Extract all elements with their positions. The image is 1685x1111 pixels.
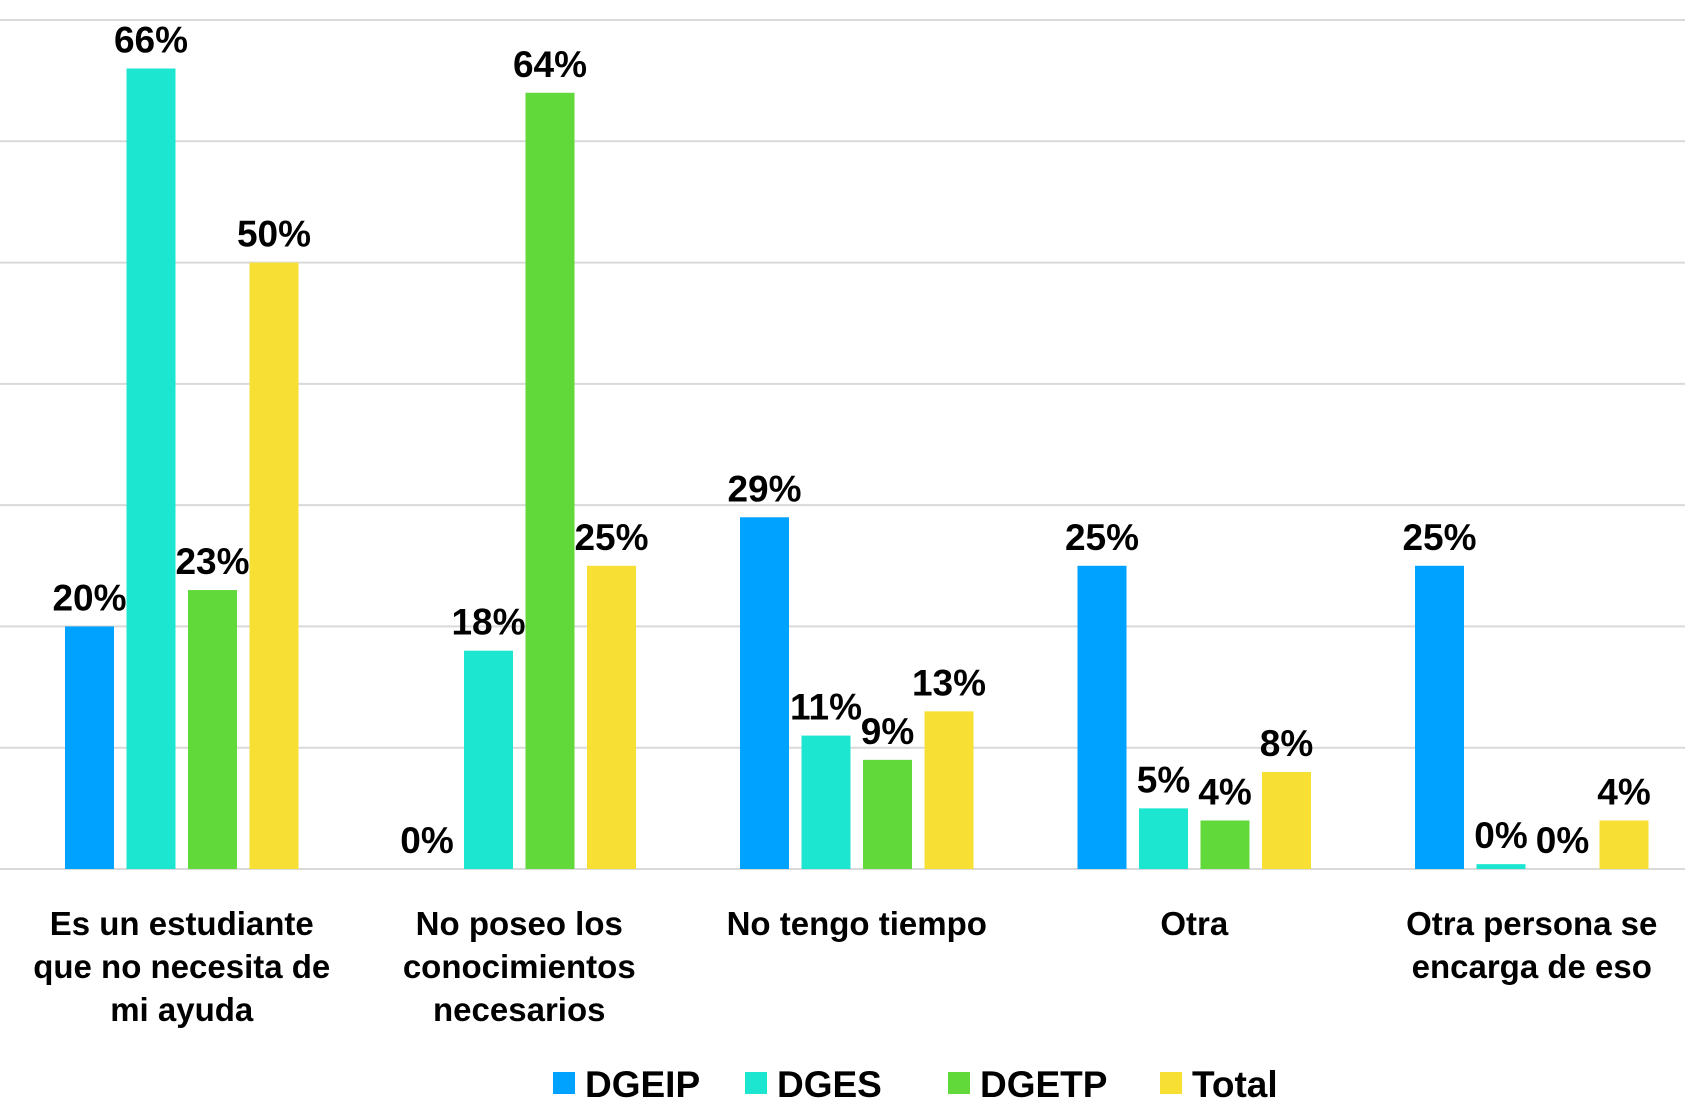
data-label-dges-3: 11% [790, 687, 862, 728]
data-label-dgeip-2: 0% [400, 820, 453, 861]
data-label-total-5: 4% [1597, 771, 1650, 812]
data-label-dgetp-5: 0% [1536, 820, 1589, 861]
data-label-total-4: 8% [1260, 723, 1313, 764]
legend-swatch-total [1160, 1072, 1182, 1094]
bar-dgetp-1 [188, 590, 237, 869]
category-label-1: Es un estudiante [50, 905, 314, 942]
bars [65, 68, 1649, 870]
legend-label-dges: DGES [777, 1064, 882, 1105]
bar-dgetp-4 [1200, 820, 1250, 869]
bar-dgeip-3 [740, 517, 789, 869]
bar-total-3 [924, 711, 974, 869]
bar-dges-3 [801, 735, 851, 869]
data-label-dgetp-3: 9% [861, 711, 914, 752]
bar-dges-4 [1139, 808, 1188, 869]
legend-swatch-dgeip [553, 1072, 575, 1094]
legend-label-dgeip: DGEIP [585, 1064, 700, 1105]
bar-dgeip-5 [1415, 565, 1464, 869]
data-label-dgeip-5: 25% [1402, 517, 1476, 558]
category-label-1: que no necesita de [33, 948, 330, 985]
bar-dges-5 [1476, 864, 1526, 869]
bar-dgeip-4 [1077, 565, 1127, 869]
data-label-dgeip-3: 29% [727, 468, 801, 509]
legend-label-dgetp: DGETP [980, 1064, 1107, 1105]
legend-label-total: Total [1192, 1064, 1278, 1105]
bar-dgetp-3 [863, 759, 912, 869]
data-label-total-2: 25% [574, 517, 648, 558]
category-label-2: conocimientos [403, 948, 636, 985]
data-label-total-3: 13% [912, 662, 986, 703]
bar-dges-1 [126, 68, 176, 869]
data-label-dgetp-4: 4% [1198, 771, 1251, 812]
legend-swatch-dges [745, 1072, 767, 1094]
category-label-1: mi ayuda [110, 991, 254, 1028]
data-labels: 20%66%23%50%0%18%64%25%29%11%9%13%25%5% 4… [52, 20, 1650, 861]
category-label-4: Otra [1160, 905, 1229, 942]
data-label-dges-2: 18% [451, 602, 525, 643]
bar-total-2 [587, 565, 636, 869]
data-label-dgeip-1: 20% [52, 577, 126, 618]
bar-total-1 [249, 262, 299, 870]
data-label-dges-1: 66% [114, 20, 188, 61]
category-label-5: Otra persona se [1406, 905, 1657, 942]
data-label-dgetp-2: 64% [513, 44, 587, 85]
data-label-dges-5: 0% [1474, 815, 1527, 856]
category-label-2: No poseo los [416, 905, 623, 942]
legend-swatch-dgetp [948, 1072, 970, 1094]
data-label-dgeip-4: 25% [1065, 517, 1139, 558]
category-label-2: necesarios [433, 991, 605, 1028]
bar-dges-2 [464, 650, 513, 869]
data-label-dges-4: 5% [1137, 759, 1190, 800]
category-label-3: No tengo tiempo [727, 905, 987, 942]
category-labels: Es un estudiante que no necesita de mi ayu… [33, 905, 1657, 1028]
bar-total-5 [1599, 820, 1649, 869]
data-label-total-1: 50% [237, 214, 311, 255]
bar-total-4 [1262, 771, 1311, 869]
legend: DGEIP DGES DGETP Total [553, 1064, 1278, 1105]
bar-dgetp-2 [525, 92, 575, 870]
category-label-5: encarga de eso [1412, 948, 1652, 985]
bar-dgeip-1 [65, 626, 114, 869]
data-label-dgetp-1: 23% [175, 541, 249, 582]
